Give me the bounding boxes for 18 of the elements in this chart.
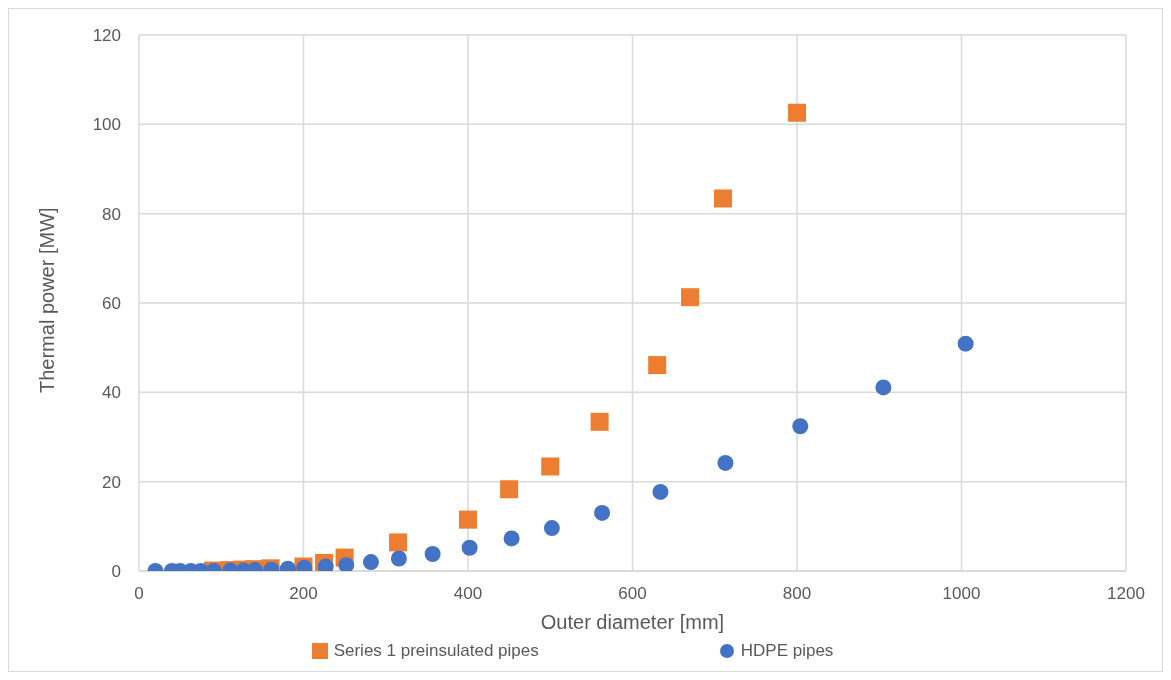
x-tick-label: 600 (618, 584, 647, 604)
legend-label: HDPE pipes (740, 641, 834, 661)
y-tick-label: 60 (102, 294, 121, 314)
x-axis-title: Outer diameter [mm] (540, 611, 725, 633)
legend-label: Series 1 preinsulated pipes (333, 641, 539, 661)
x-tick-label: 1000 (942, 584, 981, 604)
y-tick-label: 100 (92, 115, 121, 135)
x-tick-label: 200 (289, 584, 318, 604)
y-tick-label: 80 (102, 204, 121, 224)
y-tick-label: 40 (102, 383, 121, 403)
y-tick-label: 120 (92, 26, 121, 46)
x-tick-label: 1200 (1107, 584, 1145, 604)
x-tick-label: 800 (782, 584, 812, 604)
y-axis-title: Thermal power [MW] (36, 207, 59, 393)
y-tick-label: 0 (111, 562, 121, 582)
x-tick-label: 0 (134, 584, 144, 604)
x-tick-label: 400 (453, 584, 483, 604)
y-tick-label: 20 (102, 472, 121, 492)
